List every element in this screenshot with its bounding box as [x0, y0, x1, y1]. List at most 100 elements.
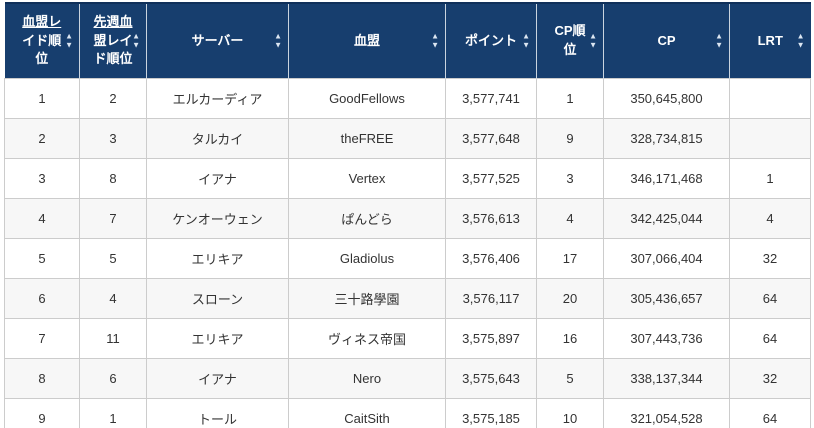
- cell-clan: theFREE: [288, 118, 446, 159]
- cell-server: ケンオーウェン: [146, 198, 289, 239]
- table-row: 3 8 イアナ Vertex 3,577,525 3 346,171,468 1: [4, 158, 811, 199]
- cell-points: 3,577,741: [445, 78, 537, 119]
- cell-last_week_raid_rank: 11: [79, 318, 147, 359]
- sort-up-triangle: ▲: [274, 31, 282, 41]
- table-row: 5 5 エリキア Gladiolus 3,576,406 17 307,066,404 32: [4, 238, 811, 279]
- cell-points: 3,575,897: [445, 318, 537, 359]
- cell-server: スローン: [146, 278, 289, 319]
- sort-up-triangle: ▲: [65, 31, 73, 41]
- cell-cp: 328,734,815: [603, 118, 730, 159]
- sort-icon: ▲ ▼: [274, 31, 282, 50]
- cell-raid_rank: 4: [4, 198, 80, 239]
- table-row: 6 4 スローン 三十路學園 3,576,117 20 305,436,657 64: [4, 278, 811, 319]
- cell-lrt: [729, 78, 811, 119]
- cell-raid_rank: 5: [4, 238, 80, 279]
- cell-raid_rank: 2: [4, 118, 80, 159]
- cell-server: エルカーディア: [146, 78, 289, 119]
- cell-cp_rank: 4: [536, 198, 604, 239]
- cell-last_week_raid_rank: 3: [79, 118, 147, 159]
- sort-down-triangle: ▼: [274, 40, 282, 50]
- table-row: 7 11 エリキア ヴィネス帝国 3,575,897 16 307,443,736 64: [4, 318, 811, 359]
- cell-points: 3,576,613: [445, 198, 537, 239]
- cell-raid_rank: 3: [4, 158, 80, 199]
- cell-clan: Vertex: [288, 158, 446, 199]
- cell-points: 3,576,117: [445, 278, 537, 319]
- cell-cp: 342,425,044: [603, 198, 730, 239]
- sort-down-triangle: ▼: [522, 40, 530, 50]
- cell-raid_rank: 6: [4, 278, 80, 319]
- clan-raid-ranking-table: 血盟レイド順位 ▲ ▼ 先週血盟レイド順位 ▲ ▼ サーバー ▲ ▼ 血盟 ▲ ▼: [4, 2, 811, 428]
- sort-up-triangle: ▲: [589, 31, 597, 41]
- sort-up-triangle: ▲: [796, 31, 805, 41]
- cell-clan: Nero: [288, 358, 446, 399]
- sort-up-triangle: ▲: [132, 31, 140, 41]
- cell-lrt: 32: [729, 358, 811, 399]
- table-row: 4 7 ケンオーウェン ぱんどら 3,576,613 4 342,425,044 4: [4, 198, 811, 239]
- cell-last_week_raid_rank: 1: [79, 398, 147, 428]
- cell-lrt: 64: [729, 278, 811, 319]
- cell-lrt: 1: [729, 158, 811, 199]
- cell-cp_rank: 10: [536, 398, 604, 428]
- sort-up-triangle: ▲: [715, 31, 723, 41]
- sort-icon: ▲ ▼: [796, 31, 805, 50]
- table-row: 8 6 イアナ Nero 3,575,643 5 338,137,344 32: [4, 358, 811, 399]
- table-row: 2 3 タルカイ theFREE 3,577,648 9 328,734,815: [4, 118, 811, 159]
- cell-cp_rank: 16: [536, 318, 604, 359]
- cell-lrt: 64: [729, 318, 811, 359]
- cell-last_week_raid_rank: 5: [79, 238, 147, 279]
- column-header-label: CP: [657, 32, 676, 48]
- sort-down-triangle: ▼: [796, 40, 805, 50]
- cell-server: イアナ: [146, 358, 289, 399]
- cell-server: タルカイ: [146, 118, 289, 159]
- column-header-label: CP順位: [554, 23, 586, 57]
- column-header-last-week-raid-rank[interactable]: 先週血盟レイド順位 ▲ ▼: [79, 2, 147, 79]
- cell-points: 3,577,525: [445, 158, 537, 199]
- cell-cp: 346,171,468: [603, 158, 730, 199]
- sort-down-triangle: ▼: [132, 40, 140, 50]
- cell-cp_rank: 1: [536, 78, 604, 119]
- cell-cp_rank: 5: [536, 358, 604, 399]
- cell-raid_rank: 8: [4, 358, 80, 399]
- cell-lrt: 32: [729, 238, 811, 279]
- column-header-raid-rank[interactable]: 血盟レイド順位 ▲ ▼: [4, 2, 80, 79]
- column-header-cp-rank[interactable]: CP順位 ▲ ▼: [536, 2, 604, 79]
- column-header-label: 血盟: [353, 32, 380, 48]
- column-header-server[interactable]: サーバー ▲ ▼: [146, 2, 289, 79]
- column-header-label: LRT: [757, 32, 783, 48]
- cell-points: 3,575,185: [445, 398, 537, 428]
- cell-points: 3,577,648: [445, 118, 537, 159]
- cell-server: エリキア: [146, 238, 289, 279]
- cell-cp: 321,054,528: [603, 398, 730, 428]
- cell-last_week_raid_rank: 4: [79, 278, 147, 319]
- cell-clan: CaitSith: [288, 398, 446, 428]
- cell-server: エリキア: [146, 318, 289, 359]
- sort-icon: ▲ ▼: [65, 31, 73, 50]
- sort-icon: ▲ ▼: [715, 31, 723, 50]
- cell-clan: ぱんどら: [288, 198, 446, 239]
- column-header-label: 先週血盟レイド順位: [93, 13, 133, 67]
- cell-cp: 305,436,657: [603, 278, 730, 319]
- sort-down-triangle: ▼: [65, 40, 73, 50]
- sort-down-triangle: ▼: [715, 40, 723, 50]
- cell-cp_rank: 3: [536, 158, 604, 199]
- cell-last_week_raid_rank: 6: [79, 358, 147, 399]
- column-header-label: ポイント: [464, 32, 517, 48]
- cell-raid_rank: 7: [4, 318, 80, 359]
- cell-clan: GoodFellows: [288, 78, 446, 119]
- cell-clan: Gladiolus: [288, 238, 446, 279]
- column-header-cp[interactable]: CP ▲ ▼: [603, 2, 730, 79]
- column-header-label: 血盟レイド順位: [22, 13, 62, 67]
- column-header-points[interactable]: ポイント ▲ ▼: [445, 2, 537, 79]
- table-body: 1 2 エルカーディア GoodFellows 3,577,741 1 350,645,80…: [4, 78, 811, 428]
- sort-icon: ▲ ▼: [522, 32, 530, 50]
- cell-lrt: 64: [729, 398, 811, 428]
- cell-cp_rank: 17: [536, 238, 604, 279]
- sort-icon: ▲ ▼: [589, 31, 597, 50]
- column-header-lrt[interactable]: LRT ▲ ▼: [729, 2, 811, 79]
- cell-server: トール: [146, 398, 289, 428]
- column-header-clan[interactable]: 血盟 ▲ ▼: [288, 2, 446, 79]
- cell-clan: ヴィネス帝国: [288, 318, 446, 359]
- sort-icon: ▲ ▼: [132, 31, 140, 50]
- cell-last_week_raid_rank: 7: [79, 198, 147, 239]
